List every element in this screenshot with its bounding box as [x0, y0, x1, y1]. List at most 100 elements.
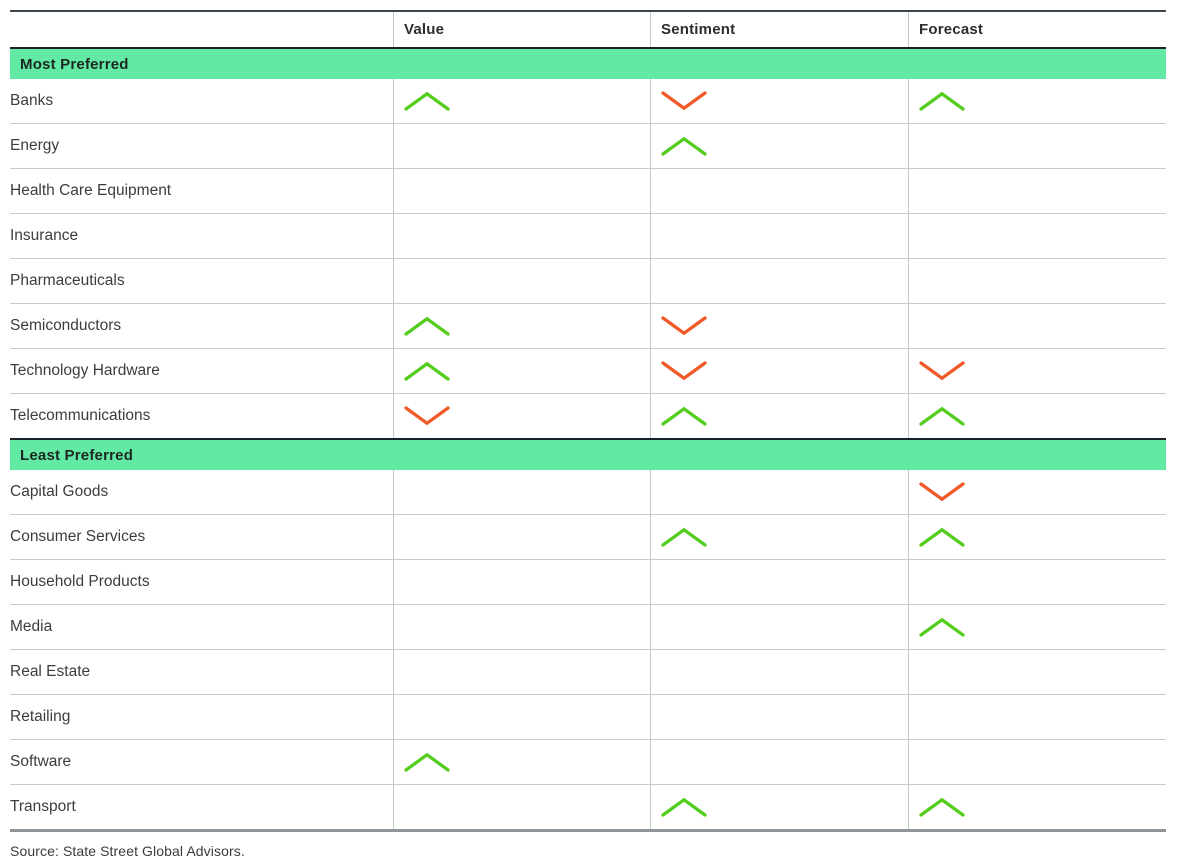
chevron-up-icon: [919, 406, 965, 426]
table-row: Real Estate: [10, 650, 1166, 695]
forecast-cell: [909, 349, 1166, 393]
forecast-cell: [909, 394, 1166, 438]
header-cell-blank: [10, 12, 394, 47]
table-row: Transport: [10, 785, 1166, 832]
table-row: Media: [10, 605, 1166, 650]
table-row: Telecommunications: [10, 394, 1166, 438]
chevron-up-icon: [661, 136, 707, 156]
value-cell: [394, 470, 651, 514]
sentiment-cell: [651, 605, 909, 649]
chevron-down-icon: [919, 361, 965, 381]
row-label: Banks: [10, 79, 394, 123]
chevron-down-icon: [661, 316, 707, 336]
sentiment-cell: [651, 349, 909, 393]
header-cell-sentiment: Sentiment: [651, 12, 909, 47]
forecast-cell: [909, 650, 1166, 694]
forecast-cell: [909, 785, 1166, 829]
sector-preference-table: Value Sentiment Forecast Most Preferred B…: [10, 10, 1166, 859]
value-cell: [394, 169, 651, 213]
row-label: Capital Goods: [10, 470, 394, 514]
forecast-cell: [909, 470, 1166, 514]
row-label: Media: [10, 605, 394, 649]
chevron-down-icon: [404, 406, 450, 426]
chevron-up-icon: [919, 527, 965, 547]
value-cell: [394, 214, 651, 258]
row-label: Consumer Services: [10, 515, 394, 559]
chevron-up-icon: [919, 91, 965, 111]
row-label: Pharmaceuticals: [10, 259, 394, 303]
value-cell: [394, 304, 651, 348]
row-label: Technology Hardware: [10, 349, 394, 393]
chevron-down-icon: [661, 361, 707, 381]
value-cell: [394, 695, 651, 739]
table-row: Semiconductors: [10, 304, 1166, 349]
sentiment-cell: [651, 124, 909, 168]
forecast-cell: [909, 740, 1166, 784]
chevron-up-icon: [404, 361, 450, 381]
forecast-cell: [909, 214, 1166, 258]
forecast-cell: [909, 560, 1166, 604]
value-cell: [394, 560, 651, 604]
forecast-cell: [909, 515, 1166, 559]
chevron-up-icon: [919, 617, 965, 637]
value-cell: [394, 605, 651, 649]
value-cell: [394, 79, 651, 123]
section-band-least-preferred: Least Preferred: [10, 438, 1166, 470]
row-label: Energy: [10, 124, 394, 168]
row-label: Transport: [10, 785, 394, 829]
table-row: Energy: [10, 124, 1166, 169]
sentiment-cell: [651, 394, 909, 438]
value-cell: [394, 349, 651, 393]
sentiment-cell: [651, 79, 909, 123]
row-label: Household Products: [10, 560, 394, 604]
table-row: Insurance: [10, 214, 1166, 259]
row-label: Telecommunications: [10, 394, 394, 438]
row-label: Software: [10, 740, 394, 784]
row-label: Retailing: [10, 695, 394, 739]
value-cell: [394, 124, 651, 168]
value-cell: [394, 515, 651, 559]
forecast-cell: [909, 169, 1166, 213]
chevron-up-icon: [404, 752, 450, 772]
forecast-cell: [909, 124, 1166, 168]
chevron-up-icon: [661, 797, 707, 817]
table-row: Household Products: [10, 560, 1166, 605]
table-header-row: Value Sentiment Forecast: [10, 10, 1166, 47]
source-note: Source: State Street Global Advisors.: [10, 843, 245, 859]
forecast-cell: [909, 695, 1166, 739]
forecast-cell: [909, 259, 1166, 303]
sentiment-cell: [651, 740, 909, 784]
sentiment-cell: [651, 515, 909, 559]
chevron-up-icon: [919, 797, 965, 817]
section-band-most-preferred: Most Preferred: [10, 47, 1166, 79]
table-body: Most Preferred Banks Energy Health Care Equ…: [10, 47, 1166, 832]
row-label: Health Care Equipment: [10, 169, 394, 213]
value-cell: [394, 259, 651, 303]
table-row: Consumer Services: [10, 515, 1166, 560]
chevron-up-icon: [404, 91, 450, 111]
header-cell-forecast: Forecast: [919, 21, 984, 38]
chevron-down-icon: [919, 482, 965, 502]
sentiment-cell: [651, 304, 909, 348]
value-cell: [394, 650, 651, 694]
sentiment-cell: [651, 470, 909, 514]
chevron-up-icon: [661, 527, 707, 547]
forecast-cell: [909, 304, 1166, 348]
sentiment-cell: [651, 695, 909, 739]
table-row: Banks: [10, 79, 1166, 124]
row-label: Insurance: [10, 214, 394, 258]
sentiment-cell: [651, 650, 909, 694]
table-row: Technology Hardware: [10, 349, 1166, 394]
chevron-up-icon: [661, 406, 707, 426]
row-label: Real Estate: [10, 650, 394, 694]
row-label: Semiconductors: [10, 304, 394, 348]
value-cell: [394, 740, 651, 784]
sentiment-cell: [651, 259, 909, 303]
chevron-down-icon: [661, 91, 707, 111]
sentiment-cell: [651, 214, 909, 258]
sentiment-cell: [651, 785, 909, 829]
table-row: Capital Goods: [10, 470, 1166, 515]
table-row: Health Care Equipment: [10, 169, 1166, 214]
sentiment-cell: [651, 169, 909, 213]
value-cell: [394, 785, 651, 829]
